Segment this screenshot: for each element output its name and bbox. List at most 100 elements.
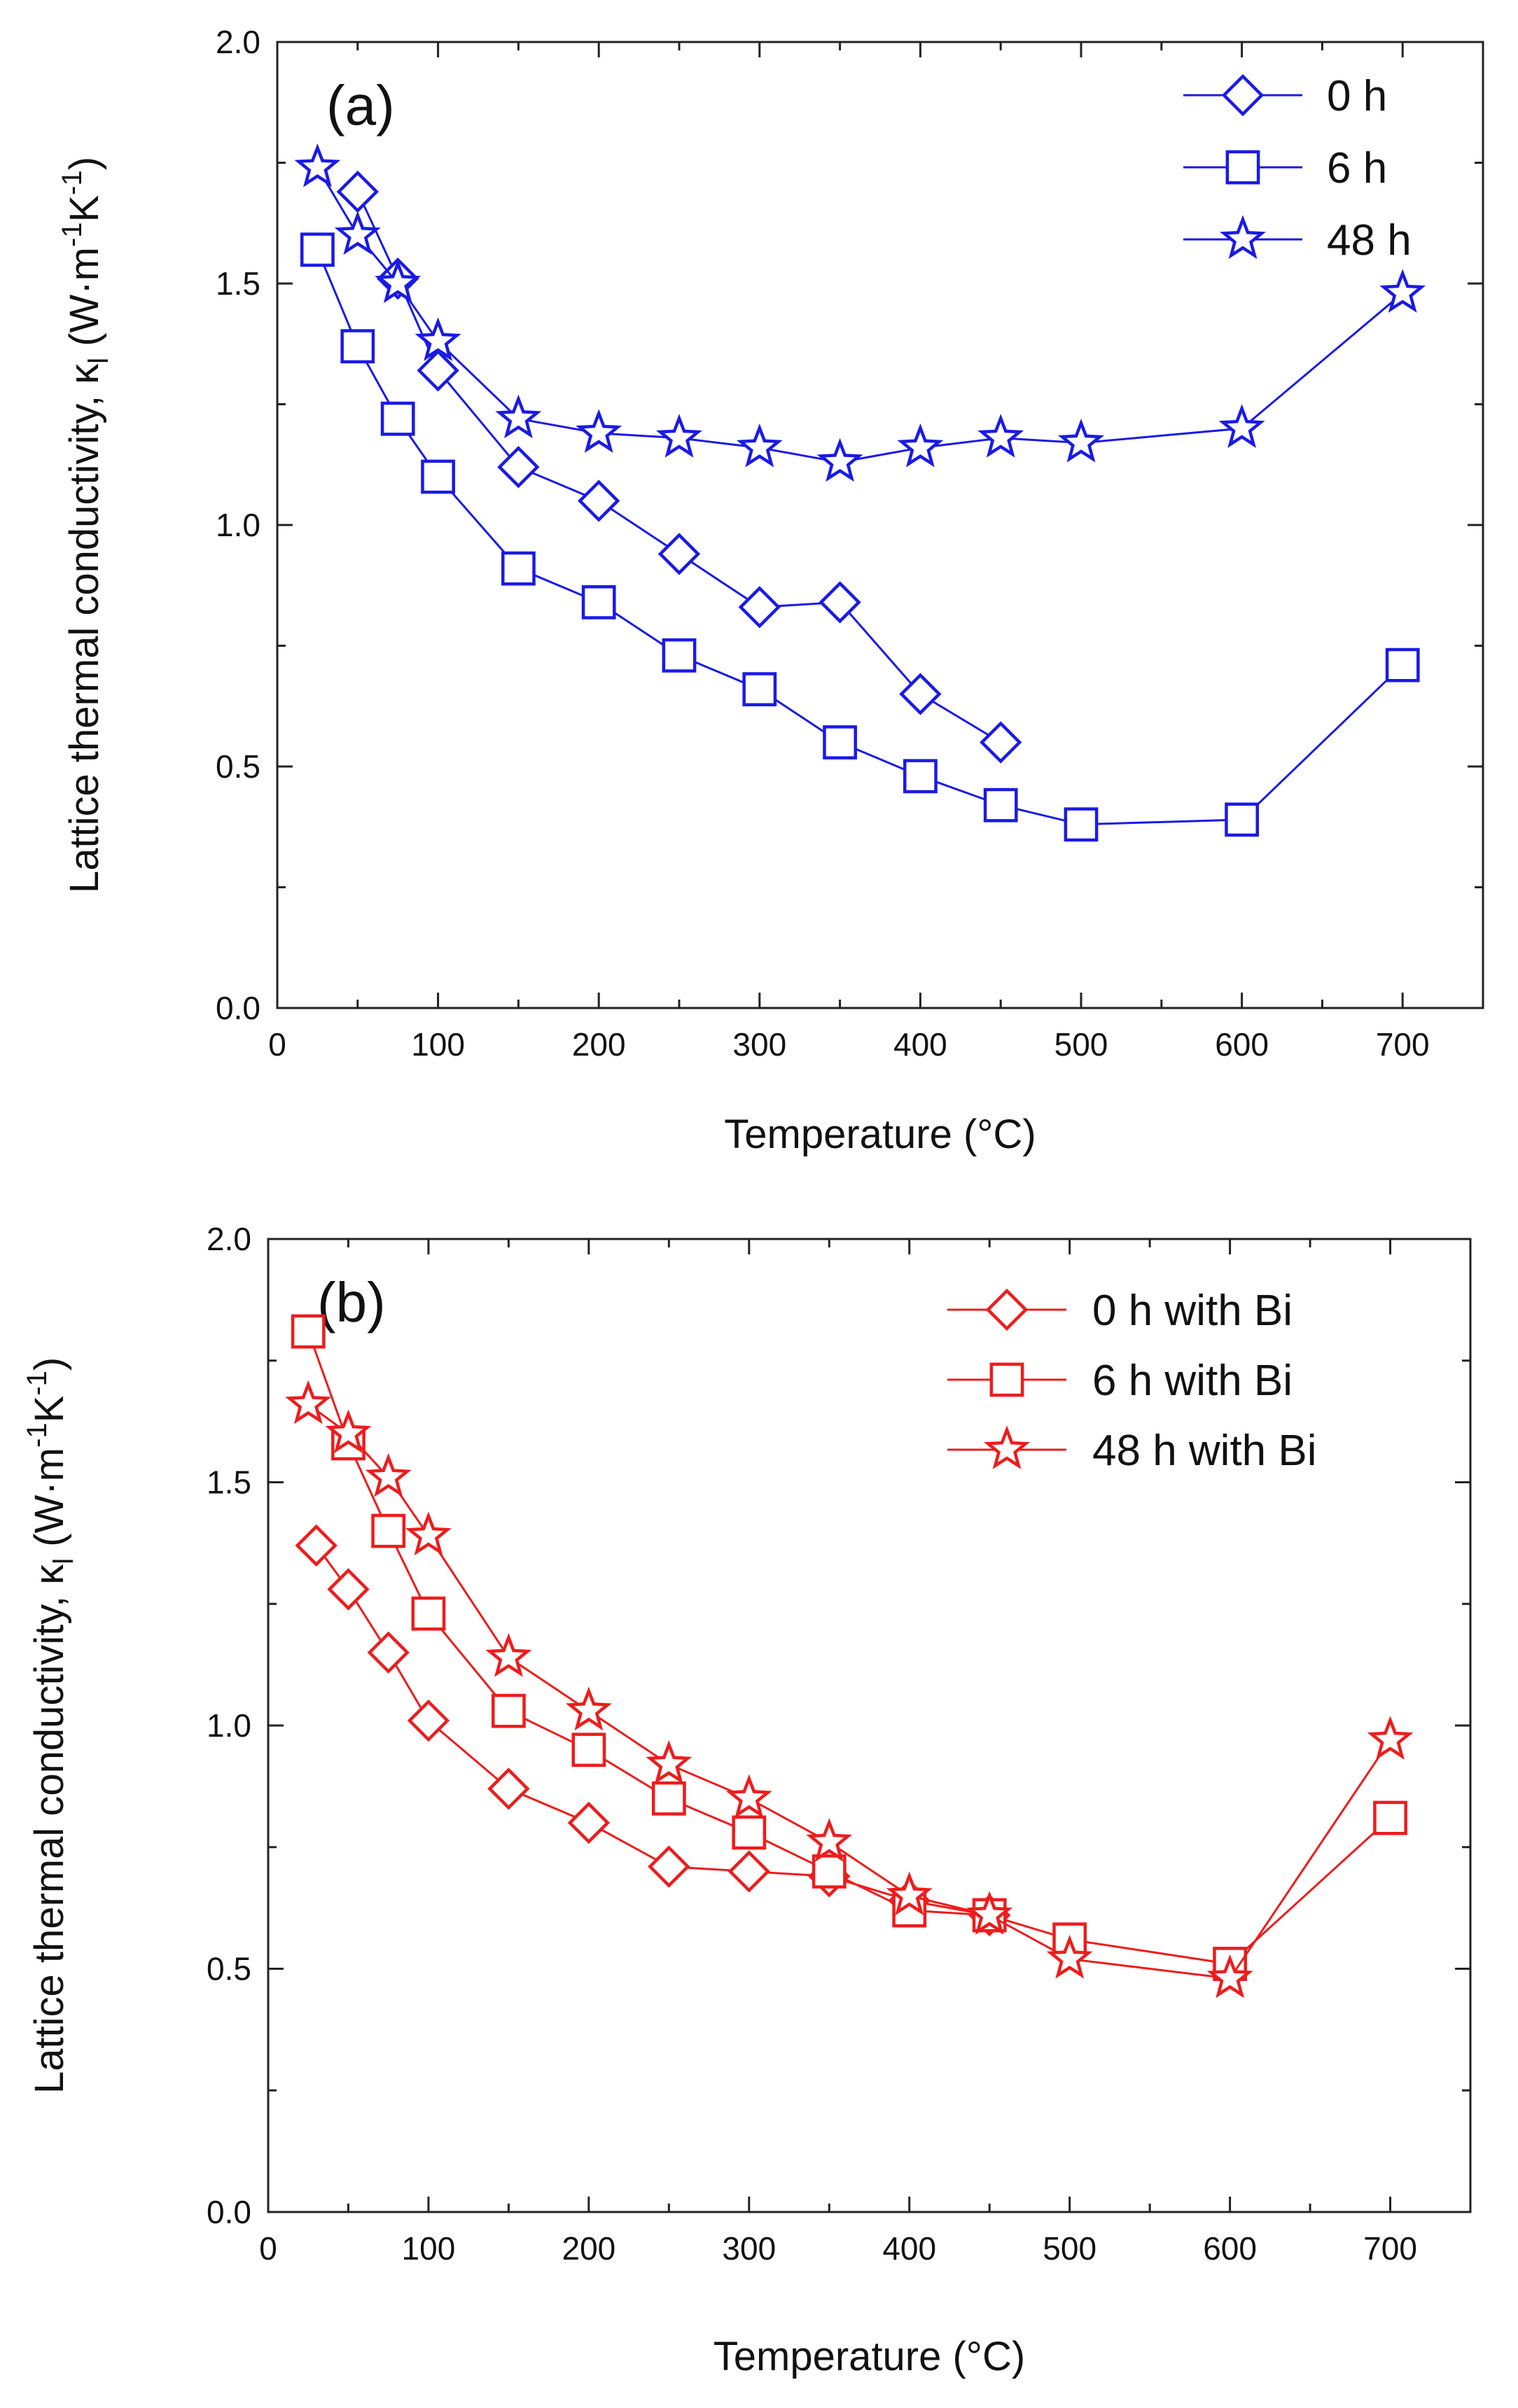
panel-a-series-2-point-2 — [375, 259, 422, 303]
panel-b-x-tick-label: 600 — [1203, 2230, 1257, 2267]
panel-b-series-0-point-5 — [567, 1801, 611, 1844]
panel-b-y-axis-title-exp2: -1 — [22, 1371, 53, 1396]
panel-a-y-tick-label: 2.0 — [216, 24, 260, 60]
panel-a-series-2-point-13 — [1379, 269, 1426, 313]
panel-a-legend-label-1: 6 h — [1327, 144, 1387, 192]
panel-a-series-2-point-5 — [576, 409, 622, 453]
panel-b-y-tick-label: 2.0 — [207, 1221, 251, 1257]
panel-a-y-axis-title-exp2: -1 — [57, 170, 88, 195]
panel-b-legend-label-1: 6 h with Bi — [1092, 1357, 1293, 1405]
panel-a-series-line-0 — [356, 191, 1001, 743]
panel-a-x-tick-label: 700 — [1376, 1026, 1430, 1063]
panel-a-y-axis-title: Lattice thermal conductivity, κl (W·m-1K… — [57, 157, 114, 893]
panel-b-series-1-point-8 — [812, 1854, 847, 1889]
panel-a-series-1-point-1 — [340, 329, 375, 364]
panel-b-y-tick-label: 1.5 — [207, 1464, 251, 1501]
panel-b-series-1-point-5 — [571, 1732, 606, 1768]
panel-a-series-1-point-13 — [1385, 648, 1420, 682]
panel-b-series-0-point-1 — [327, 1568, 370, 1611]
panel-a-y-tick-label: 1.5 — [216, 265, 260, 302]
panel-a-series-2-point-0 — [294, 143, 341, 188]
panel-a-series-2-point-4 — [495, 394, 542, 439]
panel-a-x-axis-title: Temperature (°C) — [724, 1112, 1036, 1157]
panel-a-series-1-point-5 — [581, 585, 616, 620]
panel-a-series-1-point-4 — [501, 551, 536, 586]
panel-b-x-tick-label: 300 — [722, 2230, 776, 2267]
panel-a-x-tick-label: 300 — [732, 1026, 786, 1063]
panel-b-series-2-point-11 — [1046, 1935, 1093, 1979]
panel-a-series-0-point-0 — [336, 170, 379, 214]
panel-a-series-0-point-6 — [738, 586, 781, 629]
panel-a-series-2-point-9 — [897, 424, 944, 468]
panel-b-series-2-point-3 — [405, 1511, 452, 1555]
panel-a-series-0-point-7 — [819, 581, 861, 624]
panel-b-series-2-point-7 — [725, 1774, 772, 1819]
panel-a-label: (a) — [326, 74, 395, 136]
panel-a-chart: 0 100 200 300 400 500 600 700 0.0 0.5 1.0 1.5 2.0 Tem… — [57, 24, 1484, 1157]
panel-a-series-1-point-7 — [742, 672, 777, 706]
panel-a-series-1-point-12 — [1225, 802, 1259, 837]
panel-b-series-2-point-8 — [806, 1818, 853, 1862]
panel-a-series-2-point-11 — [1058, 419, 1104, 463]
panel-b-legend-label-0: 0 h with Bi — [1092, 1287, 1293, 1335]
panel-b-y-axis-title-exp1: -1 — [22, 1422, 53, 1448]
panel-a-series-2-point-1 — [334, 211, 381, 255]
panel-a-series-2-point-10 — [977, 414, 1024, 458]
panel-b-y-axis-title-close: ) — [27, 1357, 72, 1371]
panel-b-legend-marker-1 — [989, 1362, 1024, 1397]
panel-a-y-tick-label: 0.5 — [216, 748, 260, 785]
panel-a-series-1-point-2 — [380, 401, 415, 436]
panel-a-series-1-point-10 — [983, 788, 1018, 822]
panel-b-y-axis-title-unit2: K — [27, 1395, 72, 1422]
panel-a-series-1-point-11 — [1064, 807, 1099, 842]
panel-a-series-1-point-9 — [903, 759, 938, 794]
panel-a-y-axis-title-unit: (W·m — [62, 247, 107, 358]
panel-b-series-0-point-0 — [295, 1524, 337, 1567]
panel-b-series-2-point-12 — [1206, 1954, 1253, 1998]
panel-a-y-axis-title-main: Lattice thermal conductivity, κ — [62, 363, 107, 893]
panel-b-series-0-point-2 — [367, 1631, 410, 1674]
panel-a-series-0-point-8 — [899, 673, 942, 715]
panel-b-series-0-point-7 — [727, 1850, 770, 1893]
panel-b-series-2-point-5 — [565, 1686, 612, 1731]
panel-b-legend-label-2: 48 h with Bi — [1092, 1427, 1317, 1475]
panel-a-y-axis-title-exp1: -1 — [57, 222, 88, 247]
panel-a-series-0-point-4 — [578, 479, 620, 522]
panel-a-series-1-point-6 — [662, 638, 697, 673]
panel-a-legend-label-0: 0 h — [1327, 72, 1387, 120]
panel-b-legend-marker-2 — [984, 1425, 1030, 1469]
panel-b-series-1-point-3 — [411, 1596, 446, 1631]
panel-a-y-tick-label: 1.0 — [216, 507, 260, 543]
panel-b-series-2-point-2 — [365, 1452, 412, 1497]
panel-b-y-tick-label: 1.0 — [207, 1707, 251, 1744]
panel-b-x-tick-label: 0 — [259, 2230, 277, 2267]
panel-b-series-2-point-10 — [966, 1891, 1013, 1935]
panel-b-series-2-point-0 — [285, 1380, 332, 1424]
panel-b-x-tick-label: 500 — [1043, 2230, 1096, 2267]
panel-b-y-axis-title-sub: l — [48, 1558, 79, 1564]
panel-a-series-2-point-6 — [656, 414, 702, 458]
panel-b-series-2-point-1 — [325, 1409, 372, 1453]
panel-a-x-tick-label: 0 — [268, 1026, 286, 1063]
panel-a-y-axis-title-close: ) — [62, 157, 107, 170]
panel-a-series-0-point-2 — [417, 349, 459, 392]
panel-b-series-1-point-7 — [732, 1815, 767, 1850]
panel-b-series-2-point-4 — [485, 1632, 532, 1677]
panel-b-x-tick-label: 400 — [882, 2230, 936, 2267]
panel-a-series-1-point-0 — [300, 232, 335, 267]
panel-a-x-tick-label: 500 — [1054, 1026, 1108, 1063]
panel-a-x-tick-label: 400 — [893, 1026, 947, 1063]
panel-b-series-1-point-6 — [651, 1781, 686, 1816]
panel-a-series-1-point-8 — [823, 725, 857, 760]
panel-a-series-2-point-7 — [736, 424, 783, 468]
panel-b-series-1-point-13 — [1373, 1800, 1407, 1835]
panel-b-series-0-point-4 — [487, 1768, 530, 1810]
panel-a-x-tick-label: 100 — [411, 1026, 465, 1063]
panel-b-x-tick-label: 100 — [402, 2230, 456, 2267]
panel-b-series-2-point-9 — [886, 1871, 933, 1916]
panel-a-legend-marker-1 — [1225, 150, 1260, 185]
panel-b-label: (b) — [317, 1271, 386, 1334]
panel-b-series-2-point-6 — [646, 1740, 692, 1784]
